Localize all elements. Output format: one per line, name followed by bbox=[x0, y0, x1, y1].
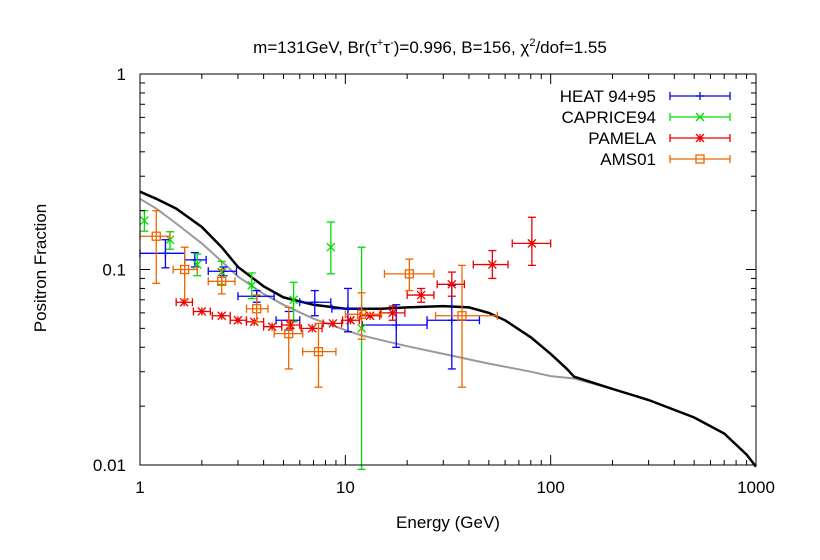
marker-square bbox=[217, 276, 227, 286]
marker-square bbox=[457, 311, 467, 321]
series-ams01 bbox=[139, 209, 499, 388]
data-point bbox=[357, 246, 367, 471]
data-point bbox=[361, 304, 428, 348]
data-point bbox=[383, 258, 435, 292]
marker-cross bbox=[139, 216, 149, 226]
data-point bbox=[344, 292, 383, 340]
x-tick-label: 100 bbox=[536, 478, 564, 497]
marker-square bbox=[151, 231, 161, 241]
marker-plus bbox=[392, 321, 401, 330]
data-point bbox=[326, 221, 336, 275]
marker-square bbox=[356, 309, 367, 319]
x-tick-label: 10 bbox=[336, 478, 355, 497]
marker-cross bbox=[695, 112, 705, 122]
marker-square bbox=[180, 264, 190, 275]
marker-star bbox=[217, 311, 227, 321]
data-point bbox=[139, 209, 149, 232]
marker-cross bbox=[247, 280, 257, 290]
marker-plus bbox=[343, 304, 352, 313]
legend-swatch bbox=[669, 92, 731, 100]
x-axis-title: Energy (GeV) bbox=[396, 513, 500, 532]
marker-square bbox=[284, 328, 294, 339]
marker-star bbox=[487, 260, 497, 270]
legend-item: PAMELA bbox=[588, 129, 731, 148]
legend-swatch bbox=[669, 154, 731, 164]
data-point bbox=[247, 272, 257, 300]
data-point bbox=[207, 268, 236, 295]
data-point bbox=[273, 306, 304, 370]
data-point bbox=[322, 318, 343, 328]
marker-star bbox=[197, 307, 207, 316]
marker-star bbox=[365, 311, 375, 321]
marker-plus bbox=[310, 298, 319, 307]
data-point bbox=[434, 264, 499, 388]
x-tick-label: 1000 bbox=[737, 478, 775, 497]
y-tick-label: 0.1 bbox=[102, 261, 126, 280]
marker-plus bbox=[447, 316, 456, 325]
data-point bbox=[139, 239, 186, 269]
chart-title: m=131GeV, Br(τ+τ-)=0.996, B=156, χ2/dof=… bbox=[253, 37, 607, 57]
legend-swatch bbox=[669, 133, 731, 143]
plot-frame bbox=[139, 73, 757, 466]
data-point bbox=[245, 294, 269, 323]
data-point bbox=[302, 322, 337, 388]
marker-square bbox=[252, 304, 262, 314]
series-caprice94 bbox=[139, 209, 367, 471]
data-point bbox=[192, 307, 211, 316]
data-point bbox=[229, 315, 248, 325]
marker-star bbox=[346, 315, 355, 325]
data-point bbox=[406, 287, 435, 303]
marker-cross bbox=[192, 260, 202, 270]
legend: HEAT 94+95 CAPRICE94 PAMELA AMS01 bbox=[560, 87, 731, 169]
y-tick-label: 0.01 bbox=[93, 456, 126, 475]
legend-label: CAPRICE94 bbox=[562, 108, 656, 127]
legend-label: PAMELA bbox=[588, 129, 656, 148]
marker-star bbox=[285, 320, 295, 330]
marker-star bbox=[388, 308, 398, 318]
data-point bbox=[426, 284, 481, 370]
legend-swatch bbox=[669, 112, 731, 122]
data-point bbox=[281, 319, 301, 330]
curve-background bbox=[139, 197, 757, 468]
data-point bbox=[472, 249, 509, 280]
marker-star bbox=[267, 322, 277, 332]
x-tick-label: 1 bbox=[135, 478, 144, 497]
marker-square bbox=[695, 154, 705, 164]
marker-cross bbox=[289, 295, 299, 305]
marker-star bbox=[307, 323, 317, 333]
data-point bbox=[289, 281, 299, 323]
legend-item: CAPRICE94 bbox=[562, 108, 731, 127]
marker-plus bbox=[161, 249, 170, 258]
marker-star bbox=[447, 279, 457, 289]
data-point bbox=[299, 289, 332, 317]
data-point bbox=[262, 322, 283, 332]
marker-square bbox=[404, 269, 414, 279]
curve-signal-background bbox=[139, 190, 757, 468]
y-axis-title: Positron Fraction bbox=[31, 204, 50, 333]
data-point bbox=[211, 311, 231, 321]
data-point bbox=[379, 305, 406, 321]
data-point bbox=[300, 323, 323, 333]
marker-plus bbox=[696, 92, 704, 100]
marker-star bbox=[416, 290, 426, 300]
data-point bbox=[511, 216, 552, 267]
marker-star bbox=[527, 238, 537, 248]
legend-label: HEAT 94+95 bbox=[560, 87, 656, 106]
series-pamela bbox=[175, 216, 552, 333]
legend-label: AMS01 bbox=[600, 150, 656, 169]
data-point bbox=[172, 246, 198, 301]
marker-star bbox=[328, 318, 338, 328]
data-point bbox=[184, 251, 207, 268]
legend-item: AMS01 bbox=[600, 150, 731, 169]
marker-star bbox=[233, 315, 243, 325]
marker-star bbox=[695, 133, 705, 143]
y-tick-label: 1 bbox=[117, 65, 126, 84]
legend-item: HEAT 94+95 bbox=[560, 87, 731, 106]
marker-cross bbox=[326, 242, 336, 252]
data-point bbox=[341, 315, 360, 325]
data-point bbox=[436, 271, 466, 297]
marker-square bbox=[313, 347, 324, 357]
